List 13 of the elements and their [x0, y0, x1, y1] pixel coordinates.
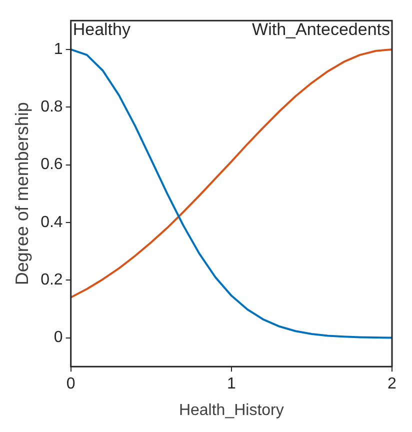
x-axis-title: Health_History: [178, 402, 284, 419]
y-tick-label: 0.8: [40, 98, 63, 116]
y-axis-title: Degree of membership: [12, 102, 32, 286]
x-tick-label: 2: [388, 376, 397, 393]
y-tick-label: 0.4: [40, 214, 63, 231]
x-tick-label: 0: [66, 376, 76, 393]
x-tick-label: 1: [226, 376, 236, 393]
y-tick-label: 0.6: [40, 156, 63, 174]
series-label: Healthy: [72, 20, 131, 39]
y-tick-label: 0.2: [40, 272, 63, 289]
y-tick-label: 0: [54, 329, 63, 346]
series-label: With_Antecedents: [252, 20, 390, 39]
y-tick-label: 1: [54, 40, 63, 58]
